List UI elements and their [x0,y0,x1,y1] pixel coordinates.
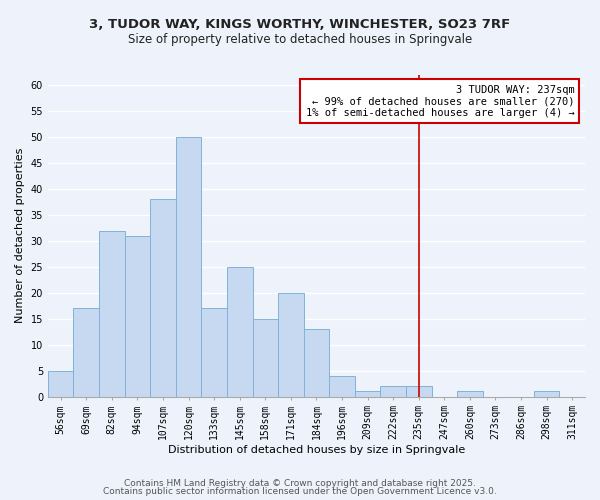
Bar [355,392,380,396]
X-axis label: Distribution of detached houses by size in Springvale: Distribution of detached houses by size … [168,445,465,455]
Bar [304,329,329,396]
Bar [380,386,406,396]
Bar [73,308,99,396]
Bar [406,386,431,396]
Text: Contains public sector information licensed under the Open Government Licence v3: Contains public sector information licen… [103,487,497,496]
Bar [278,293,304,397]
Text: 3, TUDOR WAY, KINGS WORTHY, WINCHESTER, SO23 7RF: 3, TUDOR WAY, KINGS WORTHY, WINCHESTER, … [89,18,511,30]
Bar [202,308,227,396]
Bar [150,200,176,396]
Bar [125,236,150,396]
Bar [253,319,278,396]
Bar [48,370,73,396]
Bar [329,376,355,396]
Y-axis label: Number of detached properties: Number of detached properties [15,148,25,324]
Text: 3 TUDOR WAY: 237sqm
← 99% of detached houses are smaller (270)
1% of semi-detach: 3 TUDOR WAY: 237sqm ← 99% of detached ho… [305,84,574,118]
Text: Size of property relative to detached houses in Springvale: Size of property relative to detached ho… [128,34,472,46]
Bar [99,230,125,396]
Bar [457,392,482,396]
Bar [176,137,202,396]
Bar [534,392,559,396]
Bar [227,267,253,396]
Text: Contains HM Land Registry data © Crown copyright and database right 2025.: Contains HM Land Registry data © Crown c… [124,478,476,488]
